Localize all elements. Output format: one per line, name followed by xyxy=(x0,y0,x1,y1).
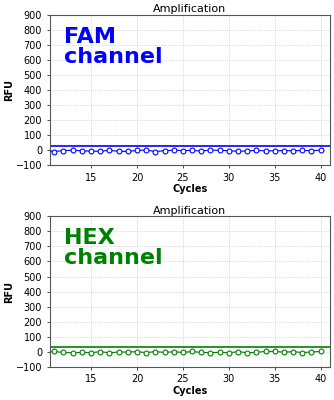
Y-axis label: RFU: RFU xyxy=(4,79,14,101)
X-axis label: Cycles: Cycles xyxy=(172,386,207,396)
X-axis label: Cycles: Cycles xyxy=(172,184,207,194)
Y-axis label: RFU: RFU xyxy=(4,280,14,302)
Title: Amplification: Amplification xyxy=(153,4,226,14)
Text: FAM
channel: FAM channel xyxy=(64,27,162,67)
Title: Amplification: Amplification xyxy=(153,206,226,216)
Text: HEX
channel: HEX channel xyxy=(64,228,162,268)
